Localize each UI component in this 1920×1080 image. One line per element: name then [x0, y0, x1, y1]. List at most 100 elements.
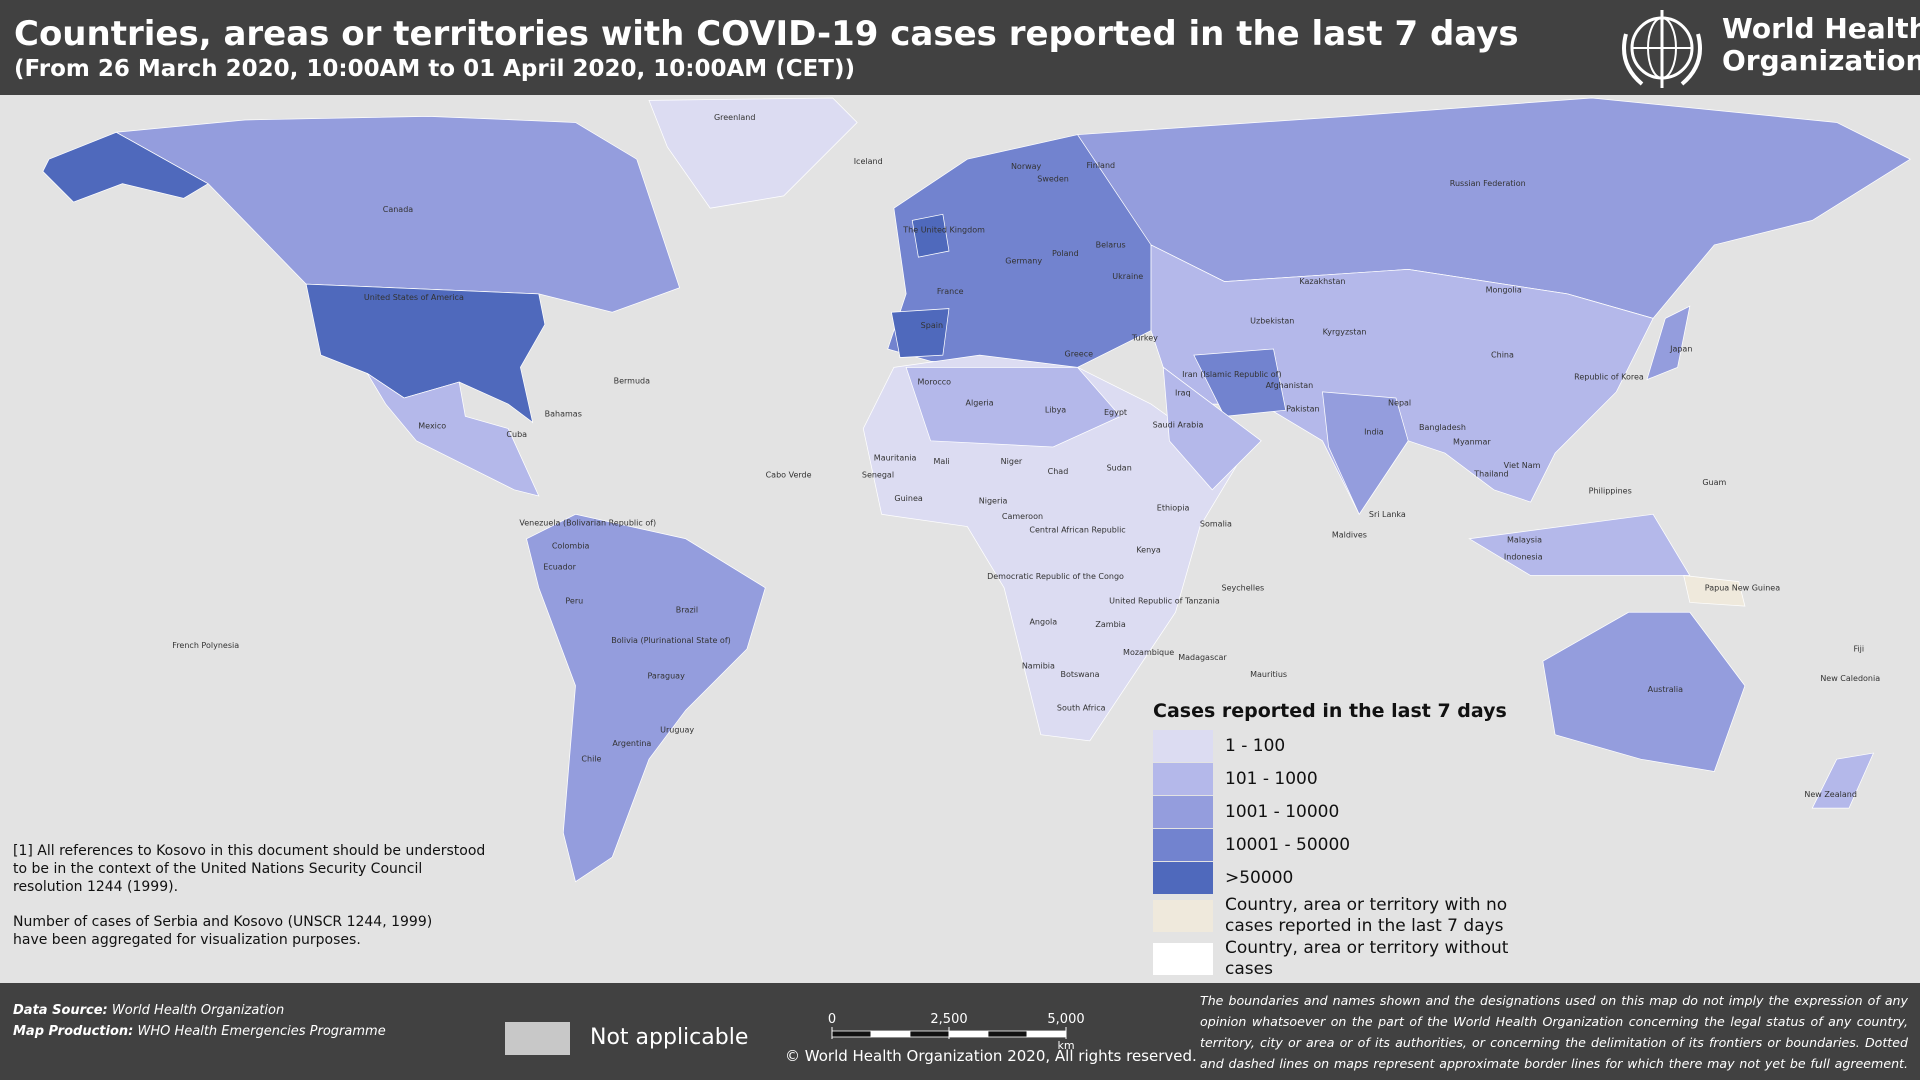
copyright: © World Health Organization 2020, All ri… — [785, 1047, 1197, 1065]
country-label: China — [1491, 351, 1514, 360]
subtitle: (From 26 March 2020, 10:00AM to 01 April… — [14, 56, 855, 82]
legend-item: 1 - 100 — [1153, 730, 1555, 762]
australia — [1542, 611, 1746, 772]
country-label: Senegal — [862, 471, 894, 480]
country-label: Venezuela (Bolivarian Republic of) — [519, 518, 656, 527]
legend-item: 1001 - 10000 — [1153, 796, 1555, 828]
country-label: Sudan — [1107, 463, 1132, 472]
scale-bar: 0 2,500 5,000 km — [828, 1012, 1085, 1052]
data-source-label: Data Source: — [13, 1003, 108, 1018]
country-label: Algeria — [966, 398, 994, 407]
country-label: Kazakhstan — [1299, 277, 1345, 286]
country-label: Cabo Verde — [766, 471, 812, 480]
legend-label: >50000 — [1225, 867, 1294, 888]
scale-tick-label: 2,500 — [930, 1012, 967, 1027]
country-label: Botswana — [1060, 670, 1099, 679]
not-applicable-label: Not applicable — [590, 1025, 749, 1050]
country-label: Nepal — [1388, 398, 1411, 407]
country-label: Guinea — [894, 494, 922, 503]
country-label: Norway — [1011, 162, 1042, 171]
map-production-label: Map Production: — [13, 1024, 134, 1039]
country-label: Sri Lanka — [1369, 510, 1406, 519]
legend-swatch — [1153, 796, 1213, 828]
country-label: Mozambique — [1123, 648, 1174, 657]
not-applicable-swatch — [505, 1022, 570, 1055]
note: [1] All references to Kosovo in this doc… — [13, 842, 485, 896]
logo-text: Organization — [1722, 44, 1920, 77]
scale-tick-label: 5,000 — [1047, 1012, 1084, 1027]
country-label: Canada — [383, 205, 414, 214]
uk — [911, 213, 950, 258]
north-africa — [905, 366, 1122, 448]
country-label: Saudi Arabia — [1153, 420, 1204, 429]
legend-swatch — [1153, 862, 1213, 894]
scale-tick-label: 0 — [828, 1012, 836, 1027]
legend-swatch — [1153, 763, 1213, 795]
country-label: Kyrgyzstan — [1323, 327, 1367, 336]
country-labels: Greenland Iceland Canada United States of A… — [172, 113, 1880, 799]
country-label: Nigeria — [979, 496, 1008, 505]
country-label: Mauritius — [1250, 670, 1287, 679]
country-label: New Zealand — [1804, 790, 1857, 799]
country-label: Viet Nam — [1504, 461, 1541, 470]
legend-item: 101 - 1000 — [1153, 763, 1555, 795]
legend-item: Country, area or territory without cases — [1153, 938, 1555, 980]
title: Countries, areas or territories with COV… — [14, 14, 1519, 54]
legend-label: Country, area or territory without cases — [1225, 938, 1509, 979]
country-label: Mali — [934, 457, 950, 466]
legend-item: >50000 — [1153, 862, 1555, 894]
map-production: Map Production: WHO Health Emergencies P… — [13, 1024, 386, 1039]
country-label: The United Kingdom — [902, 226, 985, 235]
country-label: Afghanistan — [1266, 381, 1314, 390]
header: Countries, areas or territories with COV… — [0, 0, 1920, 95]
legend-label: 101 - 1000 — [1225, 768, 1318, 789]
africa — [862, 354, 1238, 742]
southeast-asia — [1468, 513, 1691, 576]
country-label: Bolivia (Plurinational State of) — [611, 636, 731, 645]
country-label: Cuba — [506, 430, 527, 439]
country-label: Niger — [1001, 457, 1023, 466]
country-label: Bahamas — [545, 409, 582, 418]
country-label: Japan — [1669, 344, 1692, 353]
country-label: Guam — [1702, 478, 1726, 487]
scale-segment — [831, 1030, 872, 1038]
country-label: Mexico — [418, 422, 446, 431]
note-line: resolution 1244 (1999). — [13, 879, 179, 895]
scale-segment — [909, 1030, 950, 1038]
scale-segment — [1026, 1030, 1067, 1038]
south-america — [526, 513, 766, 883]
country-label: Libya — [1045, 406, 1066, 415]
country-label: Mauritania — [874, 453, 917, 462]
legend: Cases reported in the last 7 days 1 - 10… — [1153, 700, 1555, 981]
note-line: have been aggregated for visualization p… — [13, 932, 361, 948]
country-label: Greenland — [714, 113, 756, 122]
country-label: Russian Federation — [1450, 179, 1526, 188]
country-label: Spain — [921, 321, 943, 330]
country-label: Republic of Korea — [1574, 373, 1644, 382]
country-label: Ecuador — [543, 562, 576, 571]
country-label: Chile — [581, 755, 601, 764]
country-label: Malaysia — [1507, 536, 1542, 545]
map-production-value: WHO Health Emergencies Programme — [137, 1024, 386, 1039]
scale-segment — [870, 1030, 911, 1038]
country-label: Egypt — [1104, 408, 1127, 417]
country-label: Thailand — [1473, 469, 1508, 478]
iberia — [890, 308, 950, 358]
legend-swatch — [1153, 943, 1213, 975]
country-label: Iceland — [854, 157, 883, 166]
country-label: Iraq — [1175, 389, 1191, 398]
country-label: India — [1364, 428, 1384, 437]
legend-swatch — [1153, 730, 1213, 762]
country-label: Kenya — [1136, 545, 1161, 554]
country-label: Central African Republic — [1029, 526, 1125, 535]
disclaimer: The boundaries and names shown and the d… — [1200, 993, 1908, 1071]
country-label: Zambia — [1095, 620, 1125, 629]
country-label: Myanmar — [1453, 438, 1491, 447]
usa — [305, 283, 546, 424]
country-label: Peru — [565, 597, 583, 606]
country-label: France — [937, 287, 964, 296]
data-source-value: World Health Organization — [111, 1003, 285, 1018]
scale-segment — [948, 1030, 989, 1038]
country-label: Colombia — [552, 542, 590, 551]
